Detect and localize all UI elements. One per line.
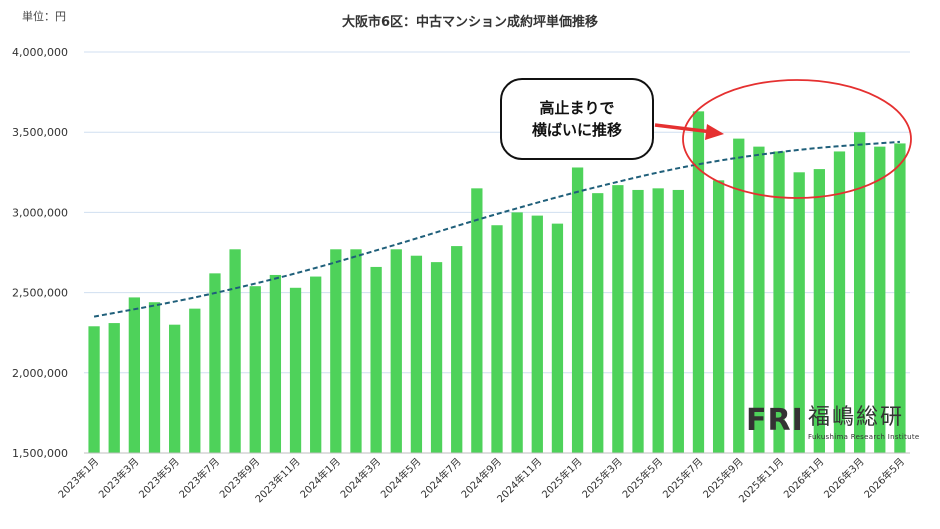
bar — [249, 286, 261, 453]
bar — [612, 185, 624, 453]
bar — [390, 249, 402, 453]
bar — [209, 273, 221, 453]
x-tick-label: 2023年7月 — [176, 455, 222, 501]
y-tick-label: 3,500,000 — [12, 126, 68, 139]
x-tick-label: 2026年3月 — [821, 455, 867, 501]
y-axis-tick-labels: 1,500,000 2,000,000 2,500,000 3,000,000 3,50… — [12, 46, 68, 460]
bar — [733, 138, 745, 453]
bar — [108, 323, 120, 453]
bar — [592, 193, 604, 454]
bar — [471, 188, 483, 453]
bar — [712, 180, 725, 453]
bar — [672, 189, 684, 453]
bar — [451, 246, 463, 453]
x-tick-label: 2025年3月 — [579, 455, 625, 501]
bar — [289, 287, 302, 453]
bar — [632, 189, 644, 453]
chart-title: 大阪市6区：中古マンション成約坪単価推移 — [341, 15, 599, 30]
bar — [833, 151, 846, 453]
bar — [430, 262, 443, 453]
bar — [874, 146, 886, 454]
bar — [571, 167, 584, 453]
bar — [189, 308, 201, 453]
logo-subtitle: Fukushima Research Institute — [808, 433, 920, 441]
callout-line-1: 高止まりで — [539, 98, 615, 117]
bar — [350, 249, 362, 453]
x-tick-label: 2024年7月 — [418, 455, 464, 501]
x-tick-label: 2024年1月 — [297, 455, 343, 501]
bar — [531, 215, 543, 453]
x-tick-label: 2025年5月 — [619, 455, 665, 501]
bar — [410, 255, 423, 453]
bar — [813, 169, 825, 454]
bar — [148, 302, 161, 453]
x-tick-label: 2025年9月 — [700, 455, 746, 501]
highlight-ellipse — [682, 79, 912, 199]
gridlines — [84, 51, 910, 374]
bar — [229, 249, 241, 453]
bar — [853, 132, 866, 453]
x-tick-label: 2023年3月 — [96, 455, 142, 501]
x-tick-label: 2025年7月 — [660, 455, 706, 501]
bar — [773, 151, 785, 453]
bar — [269, 274, 282, 453]
y-tick-label: 1,500,000 — [12, 447, 68, 460]
x-tick-label: 2024年9月 — [458, 455, 504, 501]
x-tick-label: 2026年1月 — [781, 455, 827, 501]
y-tick-label: 4,000,000 — [12, 46, 68, 59]
bar — [511, 212, 523, 453]
callout-box: 高止まりで 横ばいに推移 — [500, 78, 654, 160]
bar — [652, 188, 664, 453]
y-tick-label: 3,000,000 — [12, 206, 68, 219]
x-tick-label: 2025年1月 — [539, 455, 585, 501]
logo: FRI 福嶋総研 Fukushima Research Institute — [746, 404, 921, 446]
trend-line — [93, 140, 901, 318]
x-tick-label: 2023年1月 — [55, 455, 101, 501]
unit-label: 単位：円 — [22, 10, 66, 23]
callout-arrow — [654, 123, 724, 140]
bar — [491, 225, 503, 453]
bar — [128, 297, 141, 453]
bar — [330, 249, 342, 453]
callout-line-2: 横ばいに推移 — [531, 121, 622, 139]
bar — [551, 223, 564, 453]
bar — [793, 172, 805, 454]
x-tick-label: 2024年3月 — [337, 455, 383, 501]
x-tick-label: 2024年5月 — [378, 455, 424, 501]
x-tick-label: 2023年5月 — [136, 455, 182, 501]
y-tick-label: 2,500,000 — [12, 287, 68, 300]
bars — [88, 111, 906, 454]
logo-mark: FRI — [746, 403, 804, 438]
x-tick-label: 2026年5月 — [861, 455, 907, 501]
bar — [692, 111, 705, 454]
bar — [753, 146, 765, 454]
x-tick-label: 2023年9月 — [217, 455, 263, 501]
x-axis-tick-labels: 2023年1月2023年3月2023年5月2023年7月2023年9月2023年… — [55, 455, 907, 505]
logo-name: 福嶋総研 — [808, 405, 905, 430]
bar — [169, 324, 181, 453]
bar — [310, 276, 322, 453]
bar — [370, 266, 382, 453]
bar — [894, 143, 906, 454]
bar — [88, 326, 100, 453]
y-tick-label: 2,000,000 — [12, 367, 68, 380]
